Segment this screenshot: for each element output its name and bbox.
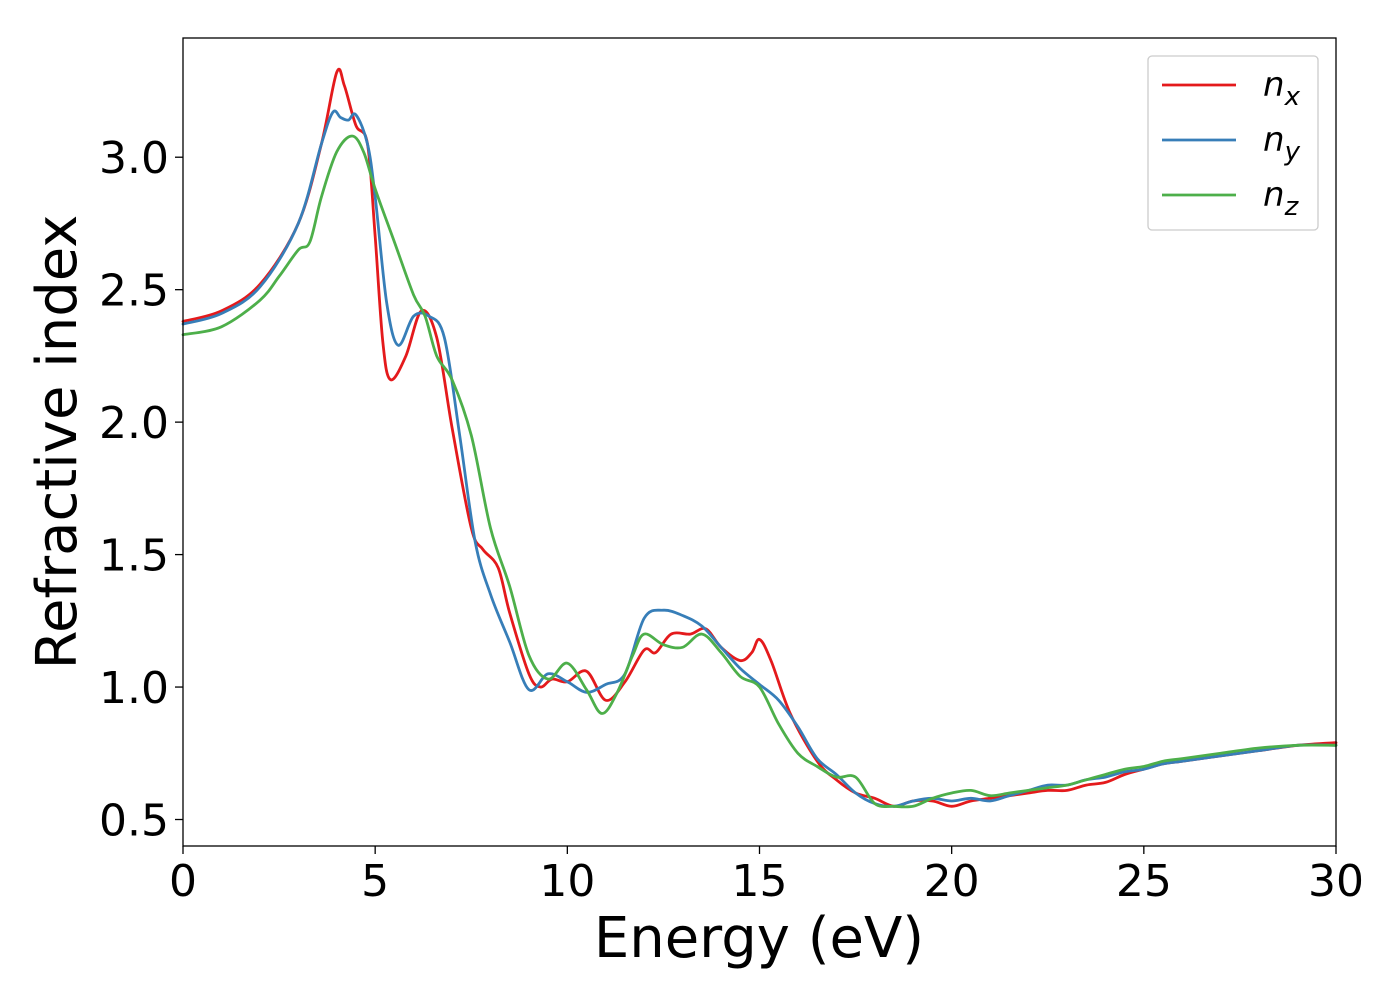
legend-label-x: nx <box>1263 65 1301 112</box>
legend-label-y: ny <box>1263 120 1301 167</box>
y-axis-title: Refractive index <box>25 215 90 670</box>
y-tick-label: 3.0 <box>99 133 169 184</box>
series-line-z <box>181 134 1338 809</box>
legend-box <box>1147 55 1319 231</box>
plot-area <box>183 38 1336 846</box>
y-tick-label: 2.5 <box>99 266 169 317</box>
y-tick-label: 2.0 <box>99 398 169 449</box>
series-layer <box>181 67 1338 809</box>
x-tick-label: 0 <box>169 856 197 907</box>
x-tick-label: 20 <box>924 856 980 907</box>
legend: nx ny nz <box>1147 55 1319 231</box>
x-tick-label: 10 <box>539 856 595 907</box>
legend-label-z: nz <box>1263 175 1300 222</box>
y-tick-label: 0.5 <box>99 796 169 847</box>
x-tick-label: 15 <box>732 856 788 907</box>
x-tick-label: 5 <box>361 856 389 907</box>
y-tick-label: 1.0 <box>99 663 169 714</box>
x-tick-label: 30 <box>1308 856 1364 907</box>
x-axis: 0 5 10 15 20 25 30 <box>169 846 1364 907</box>
x-axis-title: Energy (eV) <box>594 906 924 971</box>
x-tick-label: 25 <box>1116 856 1172 907</box>
y-tick-label: 1.5 <box>99 531 169 582</box>
series-line-x <box>181 67 1338 808</box>
y-axis: 0.5 1.0 1.5 2.0 2.5 3.0 <box>99 133 183 847</box>
